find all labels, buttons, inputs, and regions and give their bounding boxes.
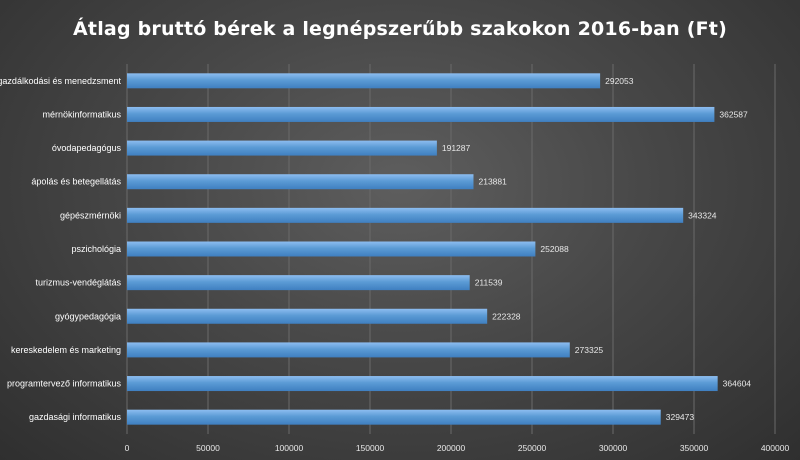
category-label: kereskedelem és marketing — [11, 345, 121, 355]
bar — [127, 73, 601, 89]
x-tick-label: 300000 — [599, 443, 628, 453]
category-label: mérnökinformatikus — [42, 109, 121, 119]
bar — [127, 241, 536, 257]
labels: 0 50000 100000 150000 200000 250000 300000 3500… — [0, 76, 789, 453]
data-label: 329473 — [666, 412, 695, 422]
bar — [127, 308, 488, 324]
data-label: 273325 — [575, 345, 604, 355]
bar — [127, 409, 661, 425]
bar — [127, 207, 684, 223]
x-tick-label: 150000 — [356, 443, 385, 453]
category-label: programtervező informatikus — [7, 379, 122, 389]
data-label: 213881 — [478, 177, 507, 187]
data-label: 222328 — [492, 311, 521, 321]
category-label: óvodapedagógus — [52, 143, 122, 153]
category-label: turizmus-vendéglátás — [35, 278, 121, 288]
category-label: gazdálkodási és menedzsment — [0, 76, 121, 86]
data-label: 252088 — [540, 244, 569, 254]
x-tick-label: 0 — [125, 443, 130, 453]
bar — [127, 342, 570, 358]
bars — [127, 73, 718, 425]
bar — [127, 275, 470, 291]
category-label: gyógypedagógia — [55, 311, 121, 321]
data-label: 292053 — [605, 76, 634, 86]
data-label: 191287 — [442, 143, 471, 153]
data-label: 343324 — [688, 210, 717, 220]
data-label: 362587 — [719, 109, 748, 119]
chart-title: Átlag bruttó bérek a legnépszerűbb szako… — [73, 18, 727, 40]
category-label: gépészmérnöki — [60, 210, 121, 220]
bar — [127, 106, 715, 122]
bar — [127, 140, 437, 156]
x-tick-label: 400000 — [761, 443, 790, 453]
data-label: 211539 — [475, 278, 503, 288]
category-label: ápolás és betegellátás — [31, 177, 121, 187]
category-label: pszichológia — [71, 244, 121, 254]
x-tick-label: 250000 — [518, 443, 547, 453]
x-tick-label: 350000 — [680, 443, 709, 453]
x-tick-label: 100000 — [275, 443, 304, 453]
bar — [127, 376, 718, 392]
x-tick-label: 50000 — [196, 443, 220, 453]
x-tick-label: 200000 — [437, 443, 466, 453]
bar — [127, 174, 474, 190]
category-label: gazdasági informatikus — [29, 412, 122, 422]
data-label: 364604 — [723, 379, 752, 389]
